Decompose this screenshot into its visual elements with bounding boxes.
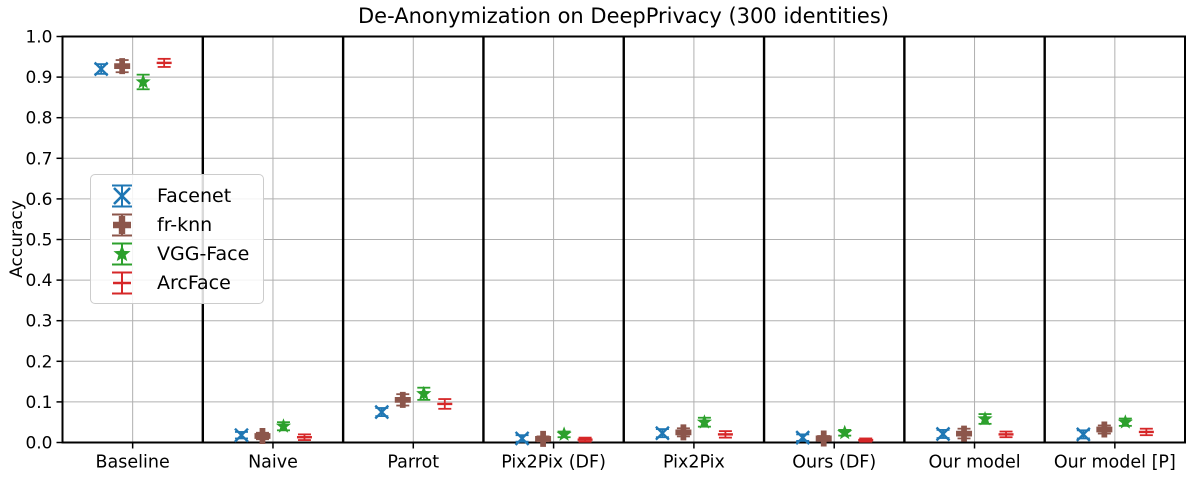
marker-x — [935, 426, 951, 442]
y-tick-label: 0.4 — [25, 271, 52, 291]
marker-plus-filled — [1096, 421, 1113, 438]
x-tick-label: Pix2Pix — [663, 453, 725, 473]
legend-marker-icon — [112, 184, 132, 207]
legend-label: ArcFace — [157, 271, 231, 294]
y-tick-label: 1.0 — [25, 28, 52, 48]
y-tick-label: 0.6 — [25, 190, 52, 210]
marker-plus-filled — [956, 425, 973, 442]
legend-marker-icon — [112, 271, 132, 294]
x-tick-label: Pix2Pix (DF) — [501, 453, 606, 473]
legend-item-arcface: ArcFace — [99, 268, 249, 297]
y-tick-label: 0.8 — [25, 109, 52, 129]
marker-x — [93, 61, 109, 77]
marker-plus-filled — [815, 430, 832, 447]
marker-star — [977, 410, 993, 426]
marker-star — [696, 414, 713, 429]
legend-label: fr-knn — [157, 213, 213, 236]
legend-item-vgg-face: VGG-Face — [99, 239, 249, 268]
marker-plus-filled — [675, 424, 692, 441]
legend: Facenet fr-knn VGG-Face ArcFace — [90, 174, 265, 304]
marker-star — [275, 418, 292, 433]
y-tick-label: 0.5 — [25, 231, 52, 251]
marker-plus-filled — [254, 428, 271, 445]
y-tick-label: 0.3 — [25, 312, 52, 332]
x-tick-label: Ours (DF) — [792, 453, 876, 473]
marker-star — [1117, 414, 1133, 429]
marker-x — [234, 427, 249, 443]
legend-glyph — [113, 215, 131, 234]
legend-item-facenet: Facenet — [99, 181, 249, 210]
legend-item-fr-knn: fr-knn — [99, 210, 249, 239]
x-tick-label: Naive — [248, 453, 298, 473]
marker-star — [416, 385, 432, 401]
y-tick-label: 0.7 — [25, 149, 52, 169]
marker-star — [837, 424, 853, 440]
chart-title: De-Anonymization on DeepPrivacy (300 ide… — [358, 4, 889, 28]
marker-x — [1075, 427, 1091, 442]
x-tick-label: Parrot — [387, 453, 439, 473]
marker-x — [374, 404, 390, 420]
x-tick-label: Our model [P] — [1054, 453, 1176, 473]
legend-glyph — [113, 186, 131, 205]
legend-label: VGG-Face — [157, 242, 250, 265]
y-tick-label: 0.9 — [25, 68, 52, 88]
x-tick-label: Our model — [928, 453, 1020, 473]
legend-label: Facenet — [157, 184, 232, 207]
marker-plus-filled — [394, 391, 411, 408]
x-tick-label: Baseline — [96, 453, 170, 473]
marker-x — [795, 430, 811, 445]
y-tick-label: 0.1 — [25, 393, 52, 413]
marker-star — [556, 426, 572, 441]
legend-glyph — [113, 244, 131, 261]
marker-x — [514, 431, 530, 446]
marker-x — [655, 425, 670, 441]
y-tick-label: 0.2 — [25, 352, 52, 372]
y-tick-label: 0.0 — [25, 434, 52, 454]
legend-marker-icon — [112, 213, 132, 236]
legend-marker-icon — [112, 242, 132, 265]
marker-plus-filled — [535, 430, 552, 447]
marker-star — [135, 73, 151, 89]
marker-plus-filled — [114, 58, 131, 75]
